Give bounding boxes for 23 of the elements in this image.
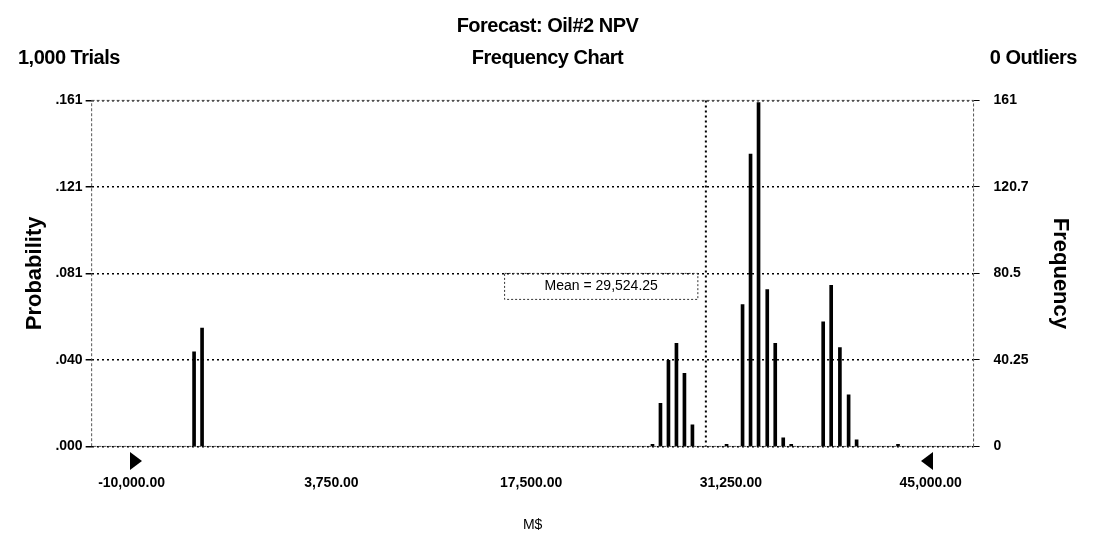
ref-line-label: Mean = 29,524.25	[544, 277, 659, 294]
x-tick-label: 31,250.00	[699, 473, 763, 490]
x-tick-label: 3,750.00	[304, 473, 359, 490]
text: 0 Outliers	[989, 46, 1077, 69]
chart-title: Forecast: Oil#2 NPV	[455, 13, 640, 38]
chart-subtitle: Frequency Chart	[471, 46, 624, 68]
text: 1,000 Trials	[18, 46, 120, 69]
y-tick-label: .161	[55, 91, 83, 108]
y2-tick-label: 0	[993, 437, 1002, 454]
y-tick-label: .081	[55, 264, 83, 281]
y2-axis-title: Frequency	[1048, 217, 1074, 330]
x-axis-title: M$	[522, 516, 543, 533]
y2-tick-label: 80.5	[993, 264, 1022, 281]
y-tick-label: .040	[55, 350, 83, 367]
x-tick-label: 17,500.00	[500, 473, 563, 490]
y2-tick-label: 40.25	[993, 350, 1029, 367]
y-tick-label: .121	[55, 177, 83, 194]
y2-tick-label: 161	[993, 91, 1018, 108]
x-tick-label: -10,000.00	[98, 473, 166, 490]
y-axis-title: Probability	[21, 215, 47, 331]
x-tick-label: 45,000.00	[899, 473, 963, 490]
y-tick-label: .000	[55, 437, 83, 454]
y2-tick-label: 120.7	[993, 177, 1029, 194]
